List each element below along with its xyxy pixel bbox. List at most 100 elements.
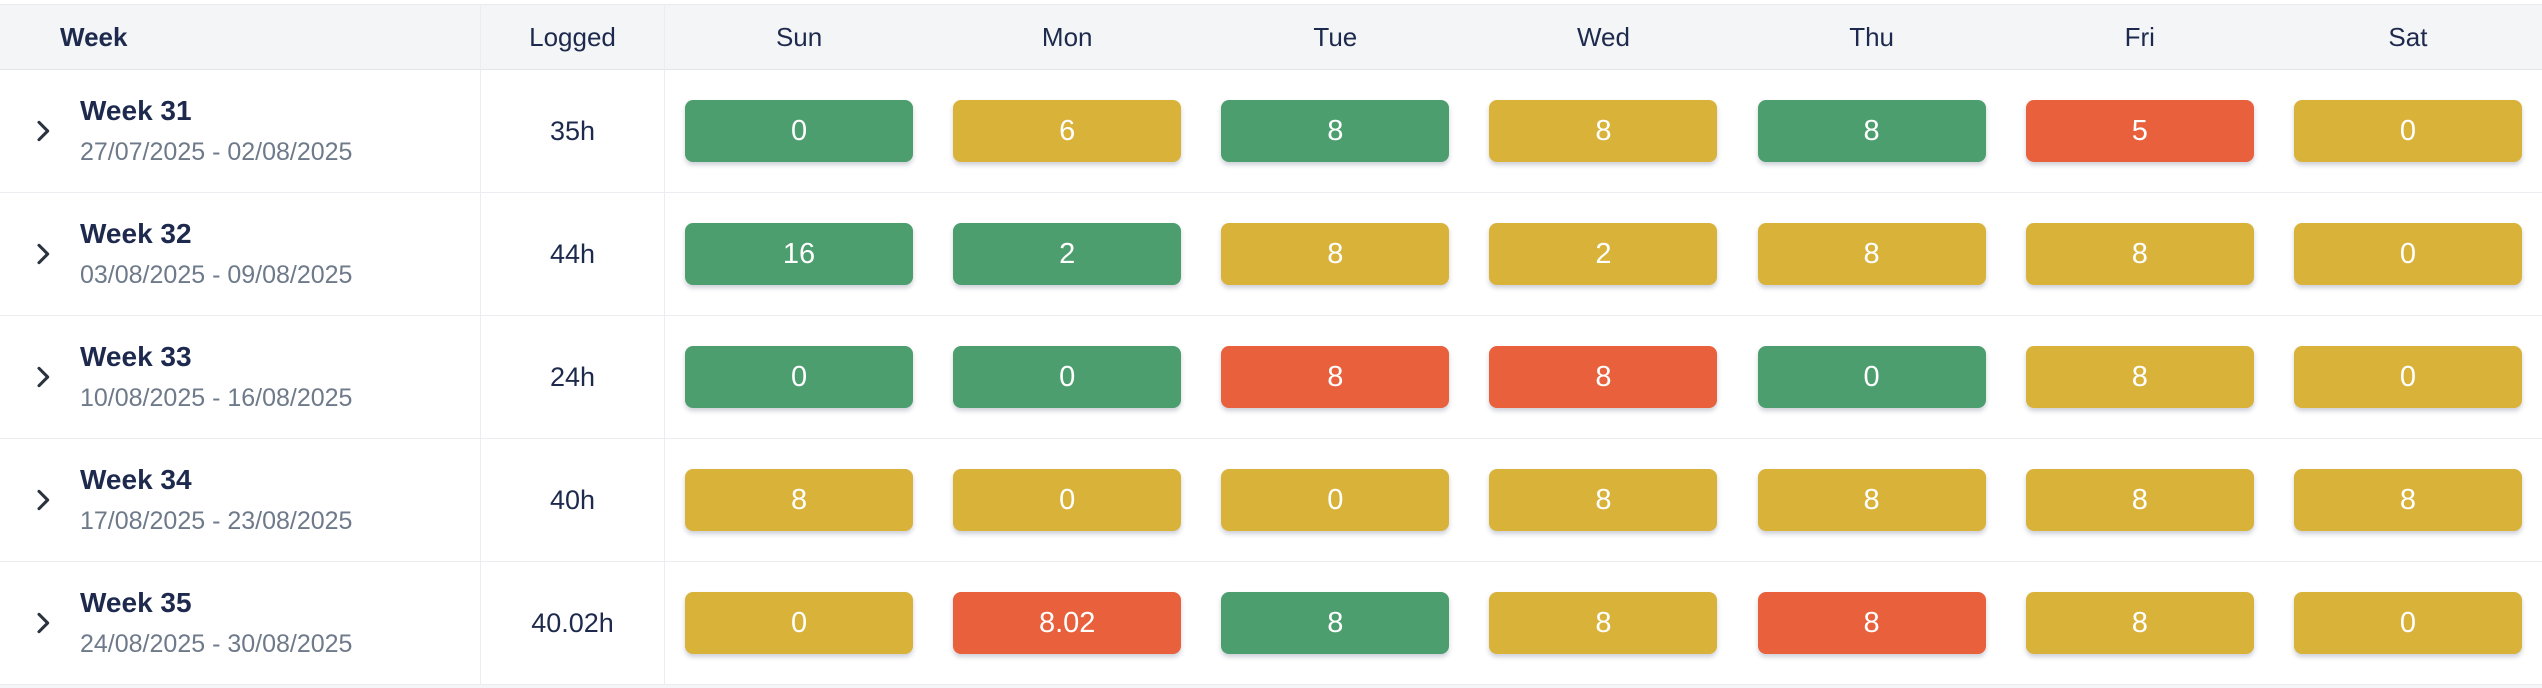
day-hours-badge[interactable]: 0 (953, 346, 1182, 408)
week-text: Week 32 03/08/2025 - 09/08/2025 (80, 218, 352, 289)
day-cell: 8 (2005, 316, 2274, 439)
day-column-header-sun: Sun (665, 4, 934, 70)
day-hours-badge[interactable]: 8 (1757, 223, 1986, 285)
chevron-right-icon (27, 238, 59, 270)
week-title: Week 33 (80, 341, 192, 373)
logged-hours-value: 35h (549, 115, 596, 146)
day-hours-badge[interactable]: 8 (1489, 592, 1718, 654)
day-hours-badge[interactable]: 8 (1221, 592, 1450, 654)
expand-week-button[interactable] (22, 356, 64, 398)
week-text: Week 33 10/08/2025 - 16/08/2025 (80, 341, 352, 412)
day-cell: 0 (665, 562, 934, 685)
table-bottom-strip (0, 685, 2542, 688)
logged-hours-value: 24h (549, 361, 596, 392)
day-cell: 0 (933, 316, 1202, 439)
week-title: Week 32 (80, 218, 192, 250)
expand-week-button[interactable] (22, 602, 64, 644)
day-column-header-fri: Fri (2005, 4, 2274, 70)
day-hours-badge[interactable]: 0 (1221, 469, 1450, 531)
day-cell: 0 (1737, 316, 2006, 439)
chevron-right-icon (27, 115, 59, 147)
day-column-header-sat: Sat (2273, 4, 2542, 70)
day-hours-badge[interactable]: 8 (1489, 346, 1718, 408)
day-hours-badge[interactable]: 8 (2025, 469, 2254, 531)
day-cell: 0 (665, 316, 934, 439)
week-row-cell-2[interactable]: Week 33 10/08/2025 - 16/08/2025 (0, 316, 480, 439)
expand-week-button[interactable] (22, 110, 64, 152)
logged-hours-cell: 44h (480, 193, 665, 316)
logged-hours-cell: 35h (480, 70, 665, 193)
day-hours-badge[interactable]: 0 (685, 346, 914, 408)
day-hours-badge[interactable]: 8.02 (953, 592, 1182, 654)
day-cell: 8 (2005, 562, 2274, 685)
week-date-range: 27/07/2025 - 02/08/2025 (80, 137, 353, 166)
day-hours-badge[interactable]: 8 (2293, 469, 2522, 531)
week-date-range: 24/08/2025 - 30/08/2025 (80, 629, 353, 658)
day-hours-badge[interactable]: 8 (1757, 592, 1986, 654)
week-title: Week 31 (80, 95, 192, 127)
day-cell: 8 (1737, 439, 2006, 562)
day-hours-badge[interactable]: 0 (2293, 100, 2522, 162)
week-date-range: 03/08/2025 - 09/08/2025 (80, 260, 353, 289)
logged-hours-cell: 40.02h (480, 562, 665, 685)
day-hours-badge[interactable]: 8 (1757, 100, 1986, 162)
day-cell: 8 (1469, 316, 1738, 439)
day-cell: 0 (933, 439, 1202, 562)
day-hours-badge[interactable]: 8 (1221, 223, 1450, 285)
day-hours-badge[interactable]: 0 (685, 100, 914, 162)
day-cell: 0 (2273, 316, 2542, 439)
day-column-header-wed: Wed (1469, 4, 1738, 70)
week-row-cell-3[interactable]: Week 34 17/08/2025 - 23/08/2025 (0, 439, 480, 562)
day-cell: 0 (1201, 439, 1470, 562)
day-cell: 0 (2273, 193, 2542, 316)
day-hours-badge[interactable]: 6 (953, 100, 1182, 162)
day-hours-badge[interactable]: 8 (1757, 469, 1986, 531)
logged-hours-cell: 24h (480, 316, 665, 439)
day-hours-badge[interactable]: 0 (953, 469, 1182, 531)
expand-week-button[interactable] (22, 233, 64, 275)
day-hours-badge[interactable]: 0 (685, 592, 914, 654)
day-hours-badge[interactable]: 2 (1489, 223, 1718, 285)
day-hours-badge[interactable]: 8 (2025, 223, 2254, 285)
day-hours-badge[interactable]: 8 (2025, 592, 2254, 654)
day-hours-badge[interactable]: 16 (685, 223, 914, 285)
week-row-cell-4[interactable]: Week 35 24/08/2025 - 30/08/2025 (0, 562, 480, 685)
week-text: Week 31 27/07/2025 - 02/08/2025 (80, 95, 352, 166)
logged-column-header: Logged (480, 4, 665, 70)
day-hours-badge[interactable]: 8 (1489, 100, 1718, 162)
day-cell: 2 (1469, 193, 1738, 316)
expand-week-button[interactable] (22, 479, 64, 521)
day-hours-badge[interactable]: 0 (1757, 346, 1986, 408)
week-date-range: 10/08/2025 - 16/08/2025 (80, 383, 353, 412)
day-hours-badge[interactable]: 8 (1221, 100, 1450, 162)
chevron-right-icon (27, 607, 59, 639)
day-cell: 8 (1737, 562, 2006, 685)
day-hours-badge[interactable]: 0 (2293, 223, 2522, 285)
week-text: Week 34 17/08/2025 - 23/08/2025 (80, 464, 352, 535)
week-text: Week 35 24/08/2025 - 30/08/2025 (80, 587, 352, 658)
week-row-cell-1[interactable]: Week 32 03/08/2025 - 09/08/2025 (0, 193, 480, 316)
day-hours-badge[interactable]: 8 (1221, 346, 1450, 408)
day-hours-badge[interactable]: 8 (685, 469, 914, 531)
day-cell: 8 (1469, 439, 1738, 562)
timesheet-grid: Week Logged Sun Mon Tue Wed Thu Fri Sat Week 3… (0, 4, 2542, 685)
day-cell: 8 (1201, 193, 1470, 316)
day-hours-badge[interactable]: 5 (2025, 100, 2254, 162)
day-cell: 5 (2005, 70, 2274, 193)
day-cell: 16 (665, 193, 934, 316)
week-title: Week 35 (80, 587, 192, 619)
day-hours-badge[interactable]: 8 (2025, 346, 2254, 408)
day-column-header-mon: Mon (933, 4, 1202, 70)
week-title: Week 34 (80, 464, 192, 496)
day-cell: 8 (1737, 193, 2006, 316)
day-hours-badge[interactable]: 0 (2293, 592, 2522, 654)
day-column-header-tue: Tue (1201, 4, 1470, 70)
day-cell: 8.02 (933, 562, 1202, 685)
week-row-cell-0[interactable]: Week 31 27/07/2025 - 02/08/2025 (0, 70, 480, 193)
day-hours-badge[interactable]: 2 (953, 223, 1182, 285)
day-hours-badge[interactable]: 8 (1489, 469, 1718, 531)
day-hours-badge[interactable]: 0 (2293, 346, 2522, 408)
week-column-header: Week (0, 4, 480, 70)
logged-hours-value: 44h (549, 238, 596, 269)
